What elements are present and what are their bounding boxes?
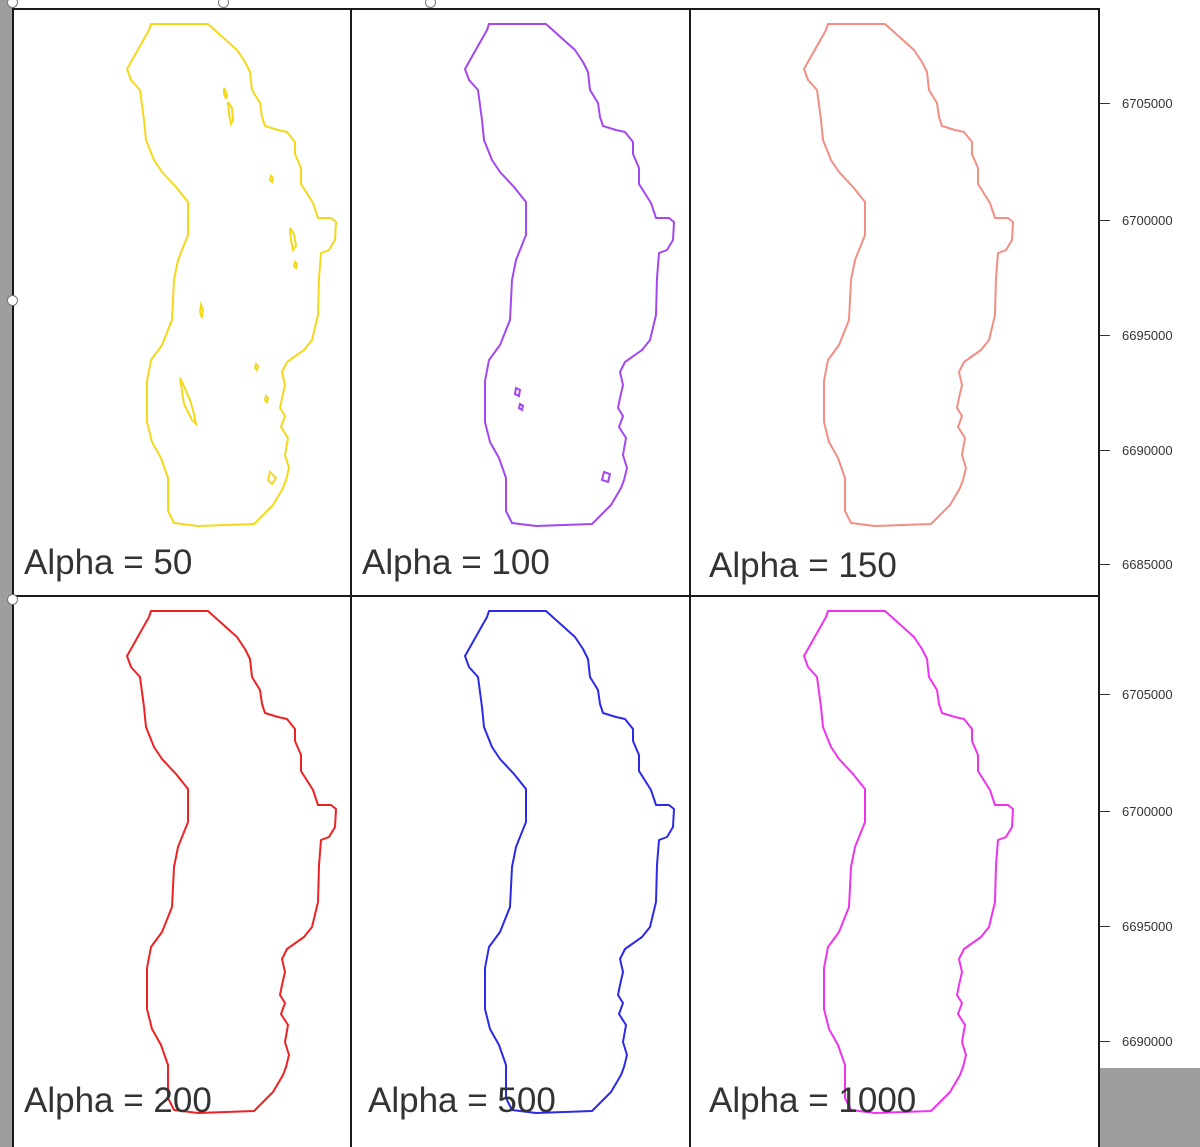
axis-tick-label: 6690000 <box>1122 1034 1173 1049</box>
boundary-outline <box>464 23 675 527</box>
resize-handle[interactable] <box>7 295 18 306</box>
axis-tick-label: 6690000 <box>1122 443 1173 458</box>
axis-tick <box>1100 335 1110 336</box>
axis-tick-label: 6705000 <box>1122 687 1173 702</box>
axis-tick-label: 6695000 <box>1122 328 1173 343</box>
island-outline <box>292 260 299 270</box>
panel-alpha-100: Alpha = 100 <box>352 10 689 595</box>
boundary-plot <box>803 610 1014 1114</box>
panel-alpha-500: Alpha = 500 <box>352 597 689 1147</box>
axis-tick-label: 6700000 <box>1122 213 1173 228</box>
boundary-outline <box>464 610 675 1114</box>
boundary-outline <box>803 23 1014 527</box>
boundary-outline <box>126 23 337 527</box>
axis-tick-label: 6685000 <box>1122 557 1173 572</box>
island-outline <box>600 470 612 484</box>
alpha-label: Alpha = 500 <box>368 1081 556 1120</box>
alpha-label: Alpha = 200 <box>24 1081 212 1120</box>
island-outlines <box>179 87 299 486</box>
alpha-label: Alpha = 100 <box>362 543 550 582</box>
island-outline <box>513 386 522 398</box>
island-outline <box>223 87 229 101</box>
window-left-border <box>0 0 12 1147</box>
island-outline <box>227 101 235 128</box>
axis-tick <box>1100 1041 1110 1042</box>
boundary-plot <box>126 23 337 527</box>
axis-tick <box>1100 926 1110 927</box>
axis-tick-label: 6705000 <box>1122 96 1173 111</box>
boundary-outline <box>803 610 1014 1114</box>
boundary-plot <box>126 610 337 1114</box>
island-outline <box>517 402 525 412</box>
panel-alpha-150: Alpha = 150 <box>691 10 1098 595</box>
axis-tick <box>1100 694 1110 695</box>
axis-tick-label: 6695000 <box>1122 919 1173 934</box>
boundary-plot <box>803 23 1014 527</box>
alpha-label: Alpha = 150 <box>709 546 897 585</box>
alpha-label: Alpha = 50 <box>24 543 193 582</box>
axis-tick <box>1100 564 1110 565</box>
panel-alpha-200: Alpha = 200 <box>14 597 350 1147</box>
axis-tick <box>1100 103 1110 104</box>
grid-divider-horizontal <box>12 595 1100 597</box>
island-outline <box>198 301 205 319</box>
grid-divider-vertical <box>350 8 352 1147</box>
axis-tick <box>1100 450 1110 451</box>
window-background <box>1100 1068 1200 1147</box>
alpha-label: Alpha = 1000 <box>709 1081 917 1120</box>
axis-area <box>1100 0 1200 1147</box>
panel-grid <box>12 8 1100 1147</box>
resize-handle[interactable] <box>7 0 18 8</box>
island-outline <box>179 377 198 428</box>
boundary-plot <box>464 610 675 1114</box>
resize-handle[interactable] <box>7 594 18 605</box>
resize-handle[interactable] <box>218 0 229 8</box>
boundary-outline <box>126 610 337 1114</box>
island-outlines <box>513 386 612 484</box>
boundary-plot <box>464 23 675 527</box>
island-outline <box>253 362 260 372</box>
axis-tick <box>1100 220 1110 221</box>
resize-handle[interactable] <box>425 0 436 8</box>
axis-tick <box>1100 811 1110 812</box>
panel-alpha-50: Alpha = 50 <box>14 10 350 595</box>
axis-tick-label: 6700000 <box>1122 804 1173 819</box>
island-outline <box>289 227 298 253</box>
panel-alpha-1000: Alpha = 1000 <box>691 597 1098 1147</box>
island-outline <box>263 394 270 404</box>
island-outline <box>266 470 278 486</box>
island-outline <box>268 174 275 184</box>
grid-divider-vertical <box>689 8 691 1147</box>
